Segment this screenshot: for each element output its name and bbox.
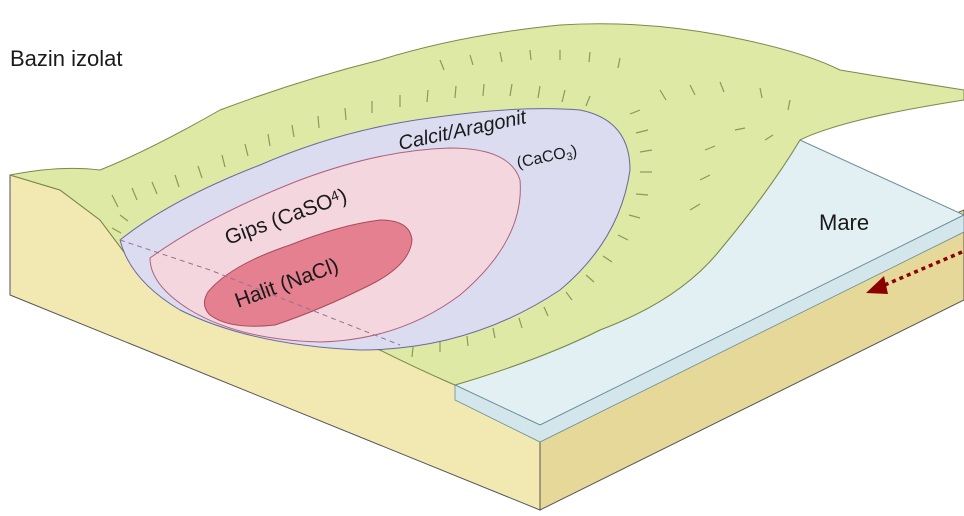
- basin-title: Bazin izolat: [10, 46, 123, 71]
- cross-section-line: [119, 239, 401, 346]
- mare-label: Mare: [819, 210, 869, 235]
- dotted-arrow-left-icon: [866, 250, 963, 294]
- sea-front-edge: [454, 214, 964, 443]
- halit-zone: [204, 219, 413, 327]
- slope-hachures: [111, 49, 791, 358]
